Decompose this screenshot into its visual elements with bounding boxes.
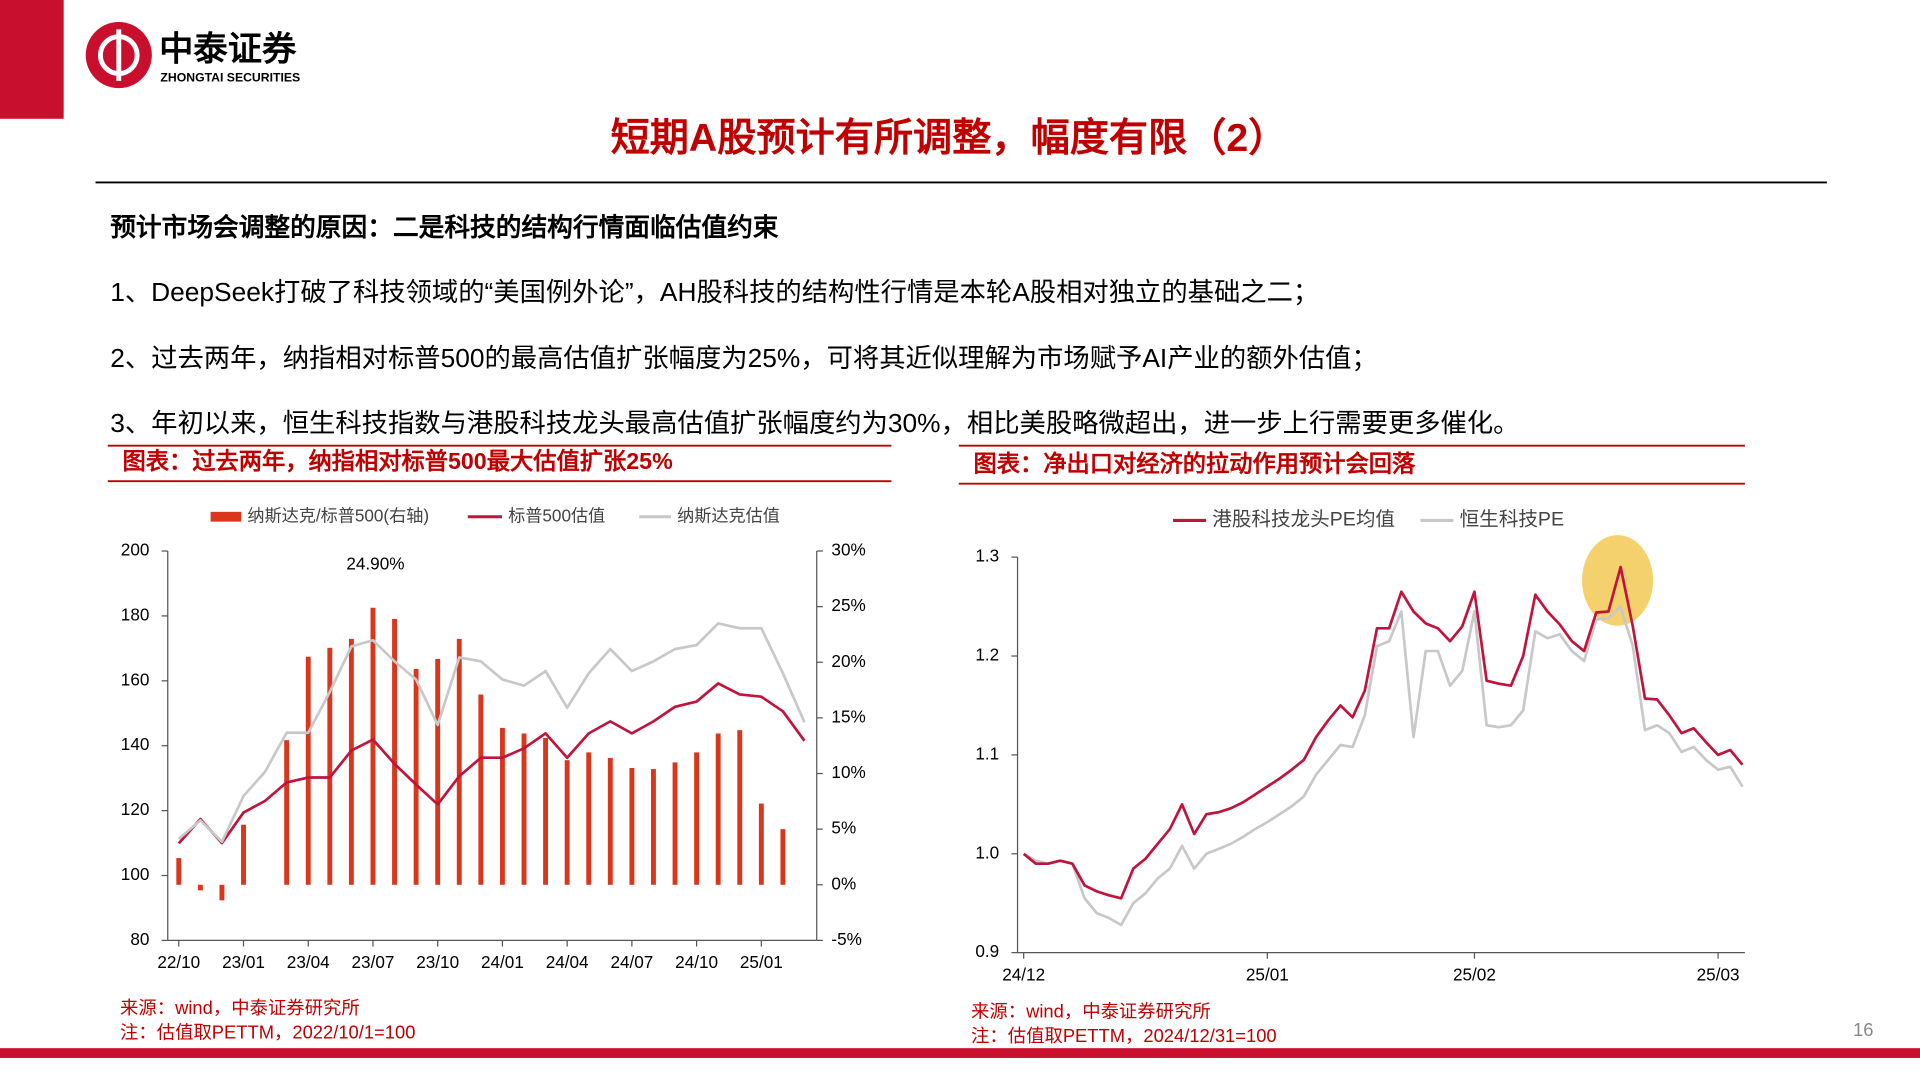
y-tick-label: 1.3 [975,546,999,566]
page-number: 16 [1853,1019,1873,1040]
bullet: 2、过去两年，纳指相对标普500的最高估值扩张幅度为25%，可将其近似理解为市场… [110,343,1378,373]
bullet: 1、DeepSeek打破了科技领域的“美国例外论”，AH股科技的结构性行情是本轮… [110,277,1319,307]
line [177,682,806,845]
bullet: 3、年初以来，恒生科技指数与港股科技龙头最高估值扩张幅度约为30%，相比美股略微… [110,408,1519,438]
y-tick-label: 1.1 [975,743,999,763]
bar [543,737,549,885]
bar [651,769,656,885]
bar [413,668,419,885]
bar [348,638,354,885]
y2-tick-label: 5% [831,818,856,838]
bar [780,829,786,885]
bar [564,760,570,885]
y-tick-label: 160 [121,669,150,689]
y2-tick-label: 10% [831,762,865,782]
y-tick-label: 80 [130,929,149,949]
bar [715,733,721,885]
y2-tick-label: 25% [831,595,865,615]
y-tick-label: 120 [121,799,150,819]
value-label: 24.90% [346,553,404,573]
note: 注：估值取PETTM，2024/12/31=100 [971,1025,1277,1046]
chart-title: 图表：净出口对经济的拉动作用预计会回落 [973,450,1416,476]
bar [197,884,203,891]
x-tick-label: 23/04 [287,952,330,972]
bar [694,752,700,885]
x-tick-label: 23/07 [352,952,395,972]
bar [305,656,311,885]
y2-tick-label: 30% [831,540,865,560]
y2-tick-label: 15% [831,706,865,726]
legend-swatch [210,511,242,522]
y2-tick-label: -5% [831,929,861,949]
bar [370,607,376,885]
x-tick-label: 25/02 [1453,964,1496,984]
x-tick-label: 24/12 [1002,964,1045,984]
y2-tick-label: 20% [831,651,865,671]
y-tick-label: 1.0 [975,842,999,862]
legend-label: 纳斯达克/标普500(右轴) [247,505,429,525]
footer-bar [0,1048,1920,1058]
x-tick-label: 25/01 [1246,964,1289,984]
bar [219,884,225,901]
legend-label: 标普500估值 [508,505,605,525]
bar [435,658,441,885]
y-tick-label: 100 [121,864,150,884]
chart-title: 图表：过去两年，纳指相对标普500最大估值扩张25% [122,448,673,474]
bar [241,824,246,885]
line [1023,605,1744,927]
bar [456,638,462,885]
x-tick-label: 24/07 [610,952,653,972]
line [177,622,806,844]
bar [758,803,764,885]
bar [672,762,678,885]
source: 来源：wind，中泰证券研究所 [971,1000,1211,1021]
bar [586,752,592,885]
x-tick-label: 23/10 [416,952,459,972]
y-tick-label: 200 [121,540,150,560]
note: 注：估值取PETTM，2022/10/1=100 [120,1021,415,1042]
bar [478,694,484,885]
source: 来源：wind，中泰证券研究所 [120,997,360,1018]
subtitle: 预计市场会调整的原因：二是科技的结构行情面临估值约束 [110,212,779,242]
bar [737,730,743,885]
line [1022,565,1744,900]
legend-label: 港股科技龙头PE均值 [1212,509,1395,531]
bar [607,757,613,885]
corner-block [0,0,64,119]
legend-label: 恒生科技PE [1460,509,1564,531]
bar [327,647,333,885]
bar [392,618,397,885]
x-tick-label: 22/10 [157,952,200,972]
slide-title: 短期A股预计有所调整，幅度有限（2） [611,117,1288,160]
x-tick-label: 25/01 [740,952,783,972]
x-tick-label: 24/10 [675,952,718,972]
bar [629,767,635,885]
company-name-en: ZHONGTAI SECURITIES [160,71,300,85]
y-tick-label: 140 [121,734,150,754]
legend-label: 纳斯达克估值 [677,505,780,525]
y-tick-label: 180 [121,604,150,624]
bar [176,858,182,885]
x-tick-label: 25/03 [1697,964,1740,984]
y2-tick-label: 0% [831,873,856,893]
y-tick-label: 0.9 [975,941,999,961]
bar [284,740,290,885]
x-tick-label: 24/01 [481,952,524,972]
x-tick-label: 23/01 [222,952,265,972]
y-tick-label: 1.2 [975,645,999,665]
bar [521,733,527,885]
bar [499,727,505,885]
x-tick-label: 24/04 [546,952,589,972]
company-name: 中泰证券 [159,30,297,68]
